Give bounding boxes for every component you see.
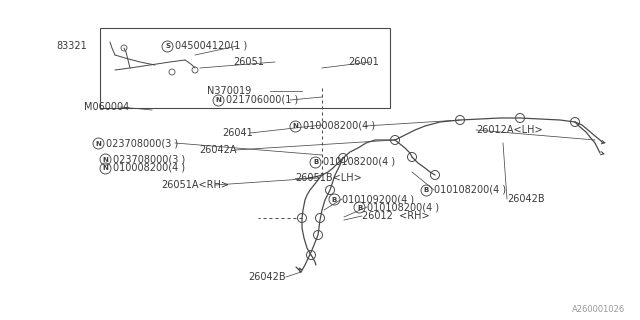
Text: B: B xyxy=(357,204,362,211)
Text: 26042A: 26042A xyxy=(199,145,237,155)
Text: 010108200(4 ): 010108200(4 ) xyxy=(434,185,506,195)
Text: 83321: 83321 xyxy=(56,41,87,51)
Text: A260001026: A260001026 xyxy=(572,305,625,314)
Text: 045004120(1 ): 045004120(1 ) xyxy=(175,41,247,51)
Text: N: N xyxy=(292,124,298,130)
Text: N: N xyxy=(95,140,101,147)
Text: 010108200(4 ): 010108200(4 ) xyxy=(367,202,439,212)
Text: 010109200(4 ): 010109200(4 ) xyxy=(342,194,414,204)
Text: N370019: N370019 xyxy=(207,86,252,96)
Text: 26042B: 26042B xyxy=(248,272,285,282)
Text: 021706000(1 ): 021706000(1 ) xyxy=(226,95,298,105)
Text: 26001: 26001 xyxy=(348,57,379,67)
Bar xyxy=(100,28,390,108)
Text: 26042B: 26042B xyxy=(507,194,545,204)
Text: N: N xyxy=(102,165,108,172)
Text: N: N xyxy=(102,156,108,163)
Text: 023708000(3 ): 023708000(3 ) xyxy=(106,138,179,148)
Text: 26041: 26041 xyxy=(222,128,253,138)
Text: 010008200(4 ): 010008200(4 ) xyxy=(113,163,185,173)
Text: N: N xyxy=(216,98,221,103)
Text: B: B xyxy=(313,159,318,165)
Text: 010008200(4 ): 010008200(4 ) xyxy=(303,121,375,131)
Text: 26051A<RH>: 26051A<RH> xyxy=(161,180,229,190)
Text: S: S xyxy=(165,44,170,50)
Text: 26012A<LH>: 26012A<LH> xyxy=(476,125,543,135)
Text: 26051: 26051 xyxy=(233,57,264,67)
Text: M060004: M060004 xyxy=(84,102,129,112)
Text: B: B xyxy=(332,196,337,203)
Text: 010108200(4 ): 010108200(4 ) xyxy=(323,157,395,167)
Text: 26012  <RH>: 26012 <RH> xyxy=(362,211,429,221)
Text: 023708000(3 ): 023708000(3 ) xyxy=(113,154,185,164)
Text: B: B xyxy=(424,188,429,194)
Text: 26051B<LH>: 26051B<LH> xyxy=(295,173,362,183)
